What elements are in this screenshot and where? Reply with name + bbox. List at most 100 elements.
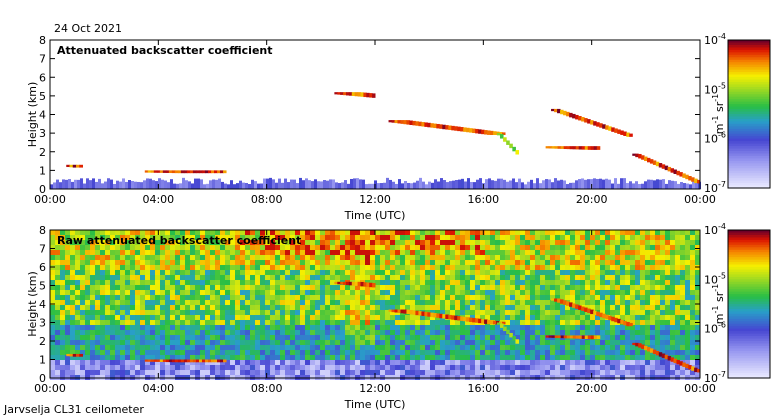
noise-cell (180, 290, 185, 295)
noise-cell (290, 350, 295, 355)
cloud-cell (472, 317, 476, 323)
ground-column (419, 177, 422, 189)
noise-cell (295, 235, 300, 240)
noise-cell (670, 240, 675, 245)
noise-cell (360, 330, 365, 335)
noise-cell (430, 250, 435, 255)
noise-cell (130, 270, 135, 275)
noise-cell (255, 315, 260, 320)
noise-cell (425, 280, 430, 285)
noise-cell (350, 245, 355, 250)
noise-cell (170, 315, 175, 320)
noise-cell (595, 365, 600, 370)
cloud-cell (605, 314, 609, 320)
noise-cell (340, 300, 345, 305)
cloud-cell (652, 349, 657, 355)
colorbar-cell (728, 338, 770, 342)
cloud-cell (629, 133, 633, 137)
noise-cell (230, 270, 235, 275)
cloud-cell (451, 125, 455, 131)
noise-cell (145, 310, 150, 315)
cloud-cell (189, 170, 194, 174)
noise-cell (595, 360, 600, 365)
ground-column (671, 180, 674, 189)
colorbar-cell (728, 276, 770, 280)
noise-cell (175, 305, 180, 310)
colorbar-cell (728, 126, 770, 130)
noise-cell (365, 255, 370, 260)
noise-cell (435, 295, 440, 300)
noise-cell (655, 260, 660, 265)
noise-cell (245, 340, 250, 345)
cloud-cell (688, 365, 692, 370)
noise-cell (145, 290, 150, 295)
noise-cell (375, 280, 380, 285)
noise-cell (210, 320, 215, 325)
noise-cell (420, 305, 425, 310)
noise-cell (75, 320, 80, 325)
noise-cell (575, 370, 580, 375)
noise-cell (220, 335, 225, 340)
ground-column (605, 178, 608, 189)
noise-cell (170, 365, 175, 370)
noise-cell (180, 350, 185, 355)
noise-cell (355, 350, 360, 355)
noise-cell (70, 300, 75, 305)
noise-cell (110, 360, 115, 365)
noise-cell (495, 325, 500, 330)
noise-cell (510, 230, 515, 235)
cloud-cell (575, 335, 580, 339)
noise-cell (475, 310, 480, 315)
noise-cell (245, 320, 250, 325)
noise-cell (145, 365, 150, 370)
noise-cell (515, 265, 520, 270)
noise-cell (625, 310, 630, 315)
noise-cell (485, 250, 490, 255)
noise-cell (120, 255, 125, 260)
ground-column (551, 182, 554, 189)
noise-cell (315, 365, 320, 370)
noise-cell (685, 285, 690, 290)
noise-cell (680, 250, 685, 255)
colorbar-exponent: -6 (718, 131, 726, 140)
noise-cell (440, 360, 445, 365)
noise-cell (280, 290, 285, 295)
noise-cell (150, 240, 155, 245)
cloud-cell (165, 359, 170, 363)
noise-cell (75, 340, 80, 345)
noise-cell (435, 305, 440, 310)
noise-cell (615, 250, 620, 255)
noise-cell (580, 330, 585, 335)
noise-cell (115, 235, 120, 240)
cloud-cell (682, 362, 686, 367)
noise-cell (600, 340, 605, 345)
noise-cell (255, 290, 260, 295)
noise-cell (495, 315, 500, 320)
colorbar-cell (728, 116, 770, 120)
noise-cell (595, 300, 600, 305)
noise-cell (695, 295, 700, 300)
noise-cell (445, 240, 450, 245)
noise-cell (400, 330, 405, 335)
noise-cell (595, 265, 600, 270)
noise-cell (485, 270, 490, 275)
noise-cell (665, 310, 670, 315)
noise-cell (140, 295, 145, 300)
noise-cell (560, 355, 565, 360)
noise-cell (230, 295, 235, 300)
noise-cell (615, 345, 620, 350)
cloud-cell (638, 343, 642, 348)
noise-cell (425, 265, 430, 270)
noise-cell (665, 295, 670, 300)
noise-cell (515, 250, 520, 255)
noise-cell (585, 370, 590, 375)
noise-cell (310, 295, 315, 300)
noise-cell (180, 300, 185, 305)
panel-title: Attenuated backscatter coefficient (57, 44, 273, 57)
noise-cell (190, 290, 195, 295)
noise-cell (305, 355, 310, 360)
noise-cell (635, 330, 640, 335)
noise-cell (550, 355, 555, 360)
noise-cell (185, 370, 190, 375)
noise-cell (680, 315, 685, 320)
